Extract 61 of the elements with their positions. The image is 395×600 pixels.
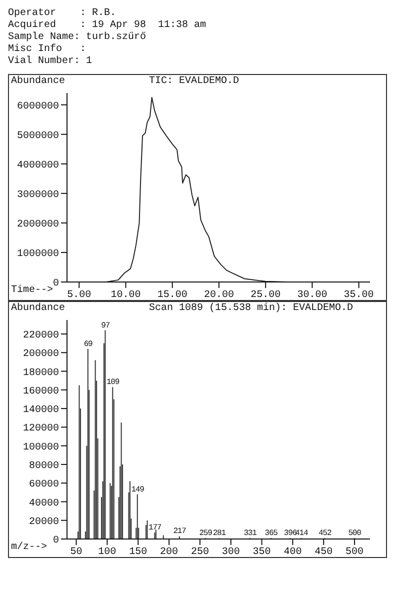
annotation: 97: [101, 321, 110, 330]
x-tick-label: 5.00: [67, 290, 92, 302]
y-tick-label: 20000: [28, 516, 59, 528]
annotation: 414: [295, 529, 308, 538]
x-tick-label: 25.00: [250, 290, 281, 302]
y-tick-label: 40000: [28, 498, 59, 510]
y-axis-title: Abundance: [11, 303, 66, 314]
y-tick-label: 60000: [28, 480, 59, 491]
y-tick-label: 5000000: [16, 130, 59, 142]
y-tick-label: 80000: [28, 460, 59, 472]
text: Operator : R.B.: [8, 8, 118, 20]
x-tick-label: 500: [346, 547, 364, 558]
x-tick-label: 150: [129, 547, 148, 558]
annotation: 177: [148, 523, 162, 532]
x-tick-label: 20.00: [204, 290, 234, 302]
chart-title: Scan 1089 (15.538 min): EVALDEMO.D: [149, 303, 354, 314]
annotation: 149: [131, 485, 145, 494]
x-axis-title: m/z-->: [11, 542, 48, 553]
y-tick-label: 0: [52, 278, 59, 290]
annotation: 259: [199, 529, 213, 538]
annotation: 452: [318, 529, 332, 538]
y-tick-label: 180000: [22, 368, 59, 379]
x-tick-label: 200: [160, 547, 178, 558]
x-tick-label: 15.00: [157, 290, 188, 302]
y-tick-label: 120000: [22, 424, 59, 435]
y-tick-label: 100000: [22, 442, 59, 454]
y-tick-label: 2000000: [16, 219, 59, 230]
annotation: 396: [284, 529, 298, 538]
text: Acquired : 19 Apr 98 11:38 am: [8, 20, 208, 32]
annotation: 500: [348, 529, 362, 538]
x-tick-label: 350: [252, 547, 271, 558]
chart-title: TIC: EVALDEMO.D: [149, 76, 240, 87]
x-tick-label: 35.00: [344, 290, 374, 302]
annotation: 281: [212, 529, 226, 538]
y-tick-label: 140000: [22, 405, 59, 416]
annotation: 217: [173, 527, 187, 536]
annotation: 69: [84, 340, 94, 349]
y-tick-label: 220000: [22, 330, 59, 342]
y-tick-label: 6000000: [16, 101, 59, 112]
x-tick-label: 50: [70, 547, 82, 558]
annotation: 365: [264, 529, 278, 538]
text: Sample Name: turb.szűrő: [8, 32, 148, 44]
x-tick-label: 10.00: [110, 290, 141, 302]
y-axis-title: Abundance: [11, 76, 66, 87]
x-tick-label: 300: [222, 547, 240, 558]
x-tick-label: 250: [190, 547, 209, 558]
annotation: 109: [106, 378, 120, 388]
x-tick-label: 100: [98, 547, 116, 558]
x-tick-label: 450: [314, 547, 333, 558]
y-tick-label: 0: [52, 536, 59, 547]
y-tick-label: 4000000: [16, 160, 59, 172]
x-tick-label: 400: [284, 547, 302, 558]
y-tick-label: 200000: [22, 349, 59, 360]
x-tick-label: 30.00: [297, 290, 328, 302]
text: Misc Info :: [8, 44, 88, 56]
y-tick-label: 3000000: [16, 190, 59, 201]
x-axis-title: Time-->: [11, 285, 54, 296]
y-tick-label: 160000: [22, 386, 59, 398]
annotation: 331: [244, 529, 258, 538]
text: Vial Number: 1: [8, 56, 94, 68]
y-tick-label: 1000000: [16, 249, 59, 260]
